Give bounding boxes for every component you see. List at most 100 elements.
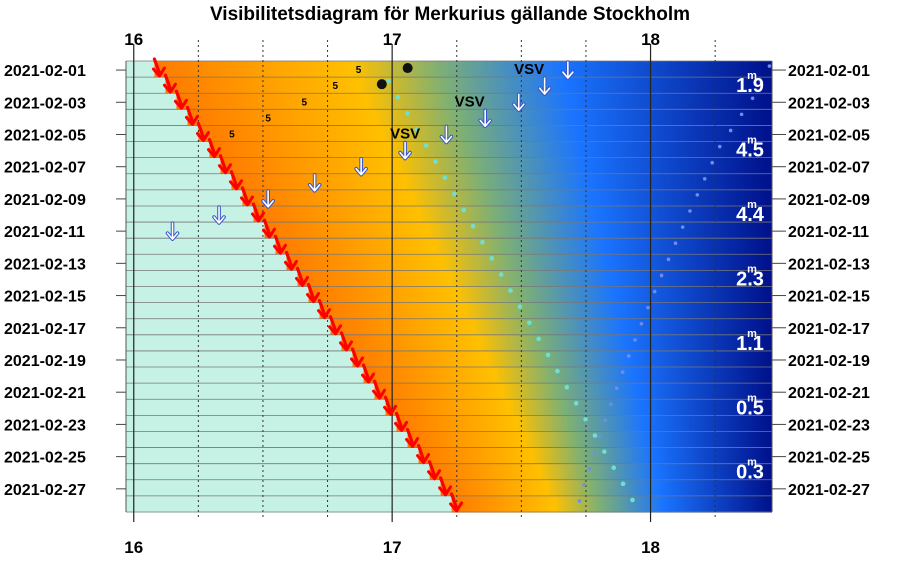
arrow-head: [562, 71, 574, 79]
daylight-band: [126, 205, 254, 223]
night-dot: [728, 128, 733, 133]
twilight-end-dot: [592, 433, 598, 438]
sunset-arrow-shaft: [317, 299, 327, 317]
twilight-end-dot: [564, 384, 570, 390]
chart-title: Visibilitetsdiagram för Merkurius gällan…: [210, 4, 690, 25]
sunset-arrow: [272, 234, 287, 255]
magnitude-value: 4.5: [736, 140, 764, 162]
night-dot: [652, 289, 657, 294]
twilight-band: [418, 447, 772, 465]
date-label-right: 2021-02-11: [788, 224, 869, 241]
date-label-left: 2021-02-15: [4, 289, 86, 306]
night-dot: [646, 305, 650, 310]
magnitude-value: 0.5: [736, 397, 764, 419]
twilight-end-dot: [555, 368, 560, 374]
night-dot: [582, 483, 587, 487]
night-dot: [659, 273, 664, 278]
sunset-arrow: [217, 154, 232, 175]
sunset-arrow-head: [239, 195, 254, 207]
sunset-arrow: [295, 266, 310, 287]
sunset-arrow: [306, 282, 321, 304]
sunset-arrow-head: [261, 227, 276, 239]
twilight-end-dot: [480, 239, 485, 245]
night-dot: [759, 80, 764, 84]
magnitude-label: 4.4m: [736, 199, 765, 226]
daylight-band: [126, 222, 265, 239]
date-label-right: 2021-02-07: [788, 160, 870, 177]
twilight-band: [264, 222, 772, 239]
daylight-band: [126, 334, 342, 352]
twilight-end-dot: [602, 449, 607, 454]
sunset-arrow: [162, 73, 177, 94]
twilight-end-dot: [583, 417, 588, 422]
magnitude-unit: m: [747, 263, 757, 275]
night-dot: [614, 386, 619, 390]
sunset-arrow: [239, 186, 254, 207]
sunset-arrow-shaft: [240, 186, 250, 204]
magnitude-value: 2.3: [736, 268, 764, 290]
twilight-end-dot: [451, 191, 457, 197]
sunset-arrow-shaft: [361, 363, 371, 381]
daylight-band: [126, 415, 397, 433]
sunset-arrow: [173, 89, 188, 110]
date-label-right: 2021-02-23: [788, 417, 870, 434]
date-label-left: 2021-02-05: [4, 127, 86, 144]
direction-label: VSV: [514, 61, 544, 78]
mercury-set-arrow: [398, 140, 412, 161]
magnitude-unit: m: [747, 199, 757, 211]
sunset-arrow: [416, 444, 431, 465]
twilight-band: [231, 173, 773, 191]
sunset-arrow: [317, 299, 332, 320]
twilight-band: [187, 109, 772, 127]
sunset-arrow: [195, 121, 210, 142]
twilight-end-dot: [620, 481, 626, 487]
daylight-band: [126, 350, 353, 368]
sunset-arrow-head: [317, 308, 332, 320]
sunset-arrow-shaft: [207, 137, 217, 156]
sunset-arrow-head: [162, 82, 177, 94]
twilight-band: [451, 495, 772, 513]
twilight-end-dot: [386, 78, 391, 84]
arrow-head: [440, 135, 453, 144]
twilight-band: [341, 334, 772, 352]
daylight-band: [126, 189, 243, 207]
sunset-arrow-shaft: [295, 266, 305, 285]
magnitude-label: 4.5m: [736, 135, 764, 162]
mercury-position-dot: [402, 63, 413, 74]
twilight-end-dot: [423, 143, 429, 148]
date-label-right: 2021-02-15: [788, 289, 870, 306]
night-dot: [626, 354, 631, 358]
grid: [116, 40, 786, 522]
night-dot: [587, 466, 592, 471]
date-label-left: 2021-02-11: [4, 224, 85, 241]
arrow-head: [213, 216, 225, 224]
twilight-band: [374, 383, 772, 400]
daylight-band: [126, 302, 320, 320]
twilight-band: [396, 415, 772, 433]
sunset-arrow: [261, 218, 276, 239]
date-label-right: 2021-02-21: [788, 385, 870, 402]
magnitude-label: 1.9m: [736, 70, 764, 97]
date-label-left: 2021-02-21: [4, 385, 86, 402]
sunset-arrow-shaft: [306, 282, 316, 301]
sunset-arrow-shaft: [163, 73, 173, 91]
night-dot: [695, 193, 700, 197]
arrow-head: [166, 232, 179, 240]
sunset-arrow-shaft: [339, 331, 349, 349]
sunset-arrow-head: [372, 388, 387, 400]
sunset-arrow-shaft: [196, 121, 206, 140]
sunset-arrow-head: [228, 179, 243, 191]
sunset-arrow: [372, 379, 387, 400]
night-dot: [639, 321, 644, 326]
date-label-right: 2021-02-03: [788, 95, 870, 112]
date-label-right: 2021-02-13: [788, 256, 870, 273]
sunset-arrow-shaft: [416, 444, 426, 462]
sunset-arrow-shaft: [405, 427, 415, 446]
mercury-set-arrow: [561, 60, 575, 80]
night-dot: [750, 96, 755, 101]
date-label-right: 2021-02-27: [788, 482, 870, 499]
sunset-arrow-shaft: [152, 57, 162, 75]
sunset-arrow-head: [295, 275, 310, 287]
twilight-band: [308, 286, 772, 304]
